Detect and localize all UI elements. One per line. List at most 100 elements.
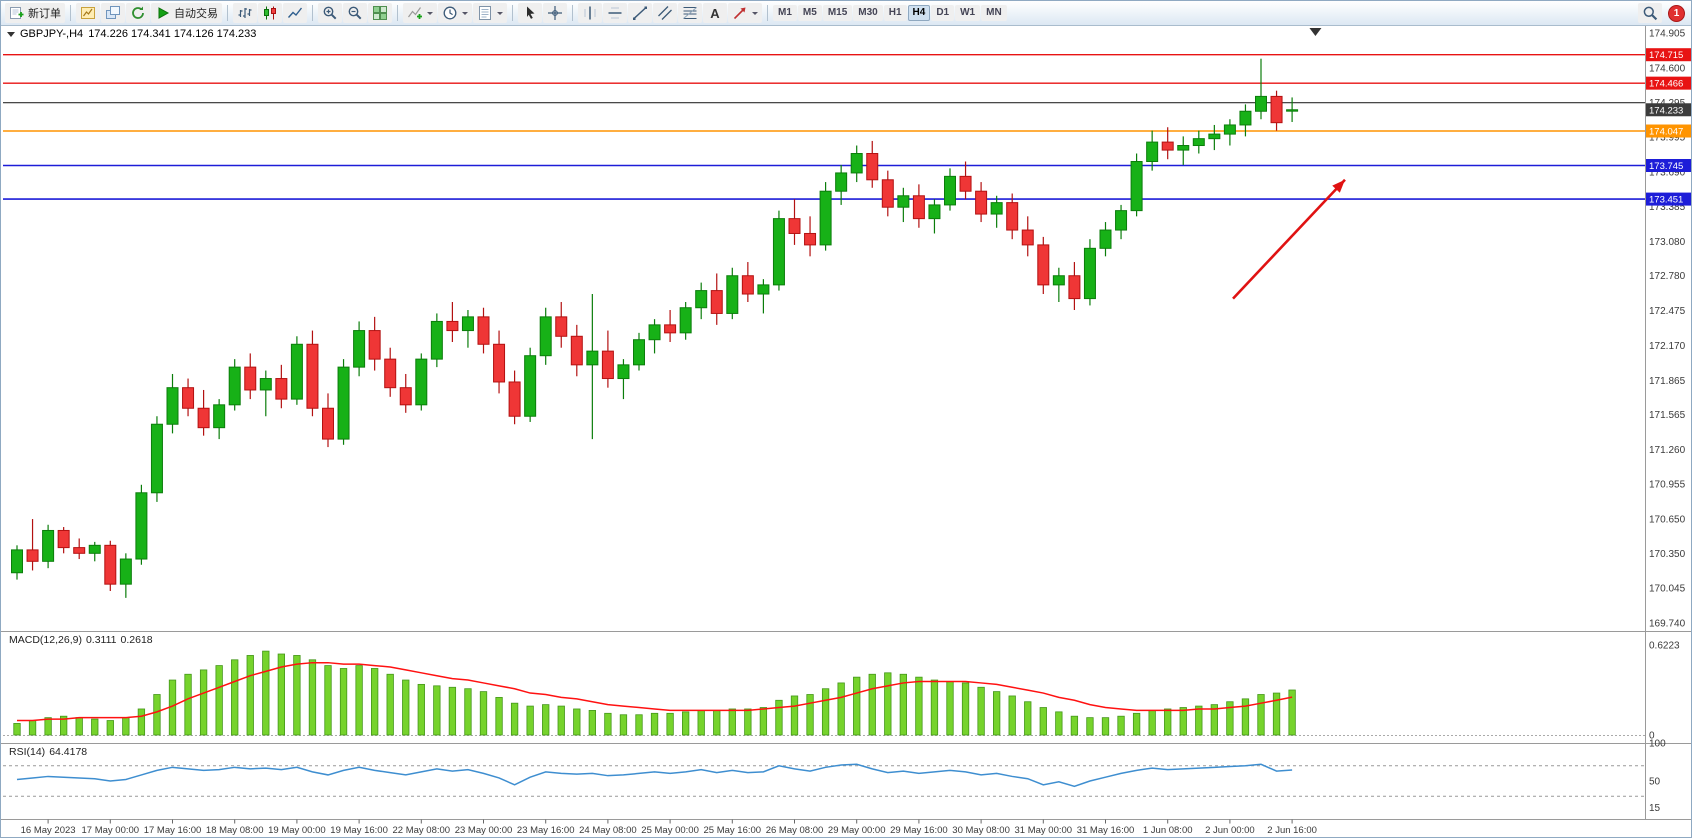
toolbar-separator — [767, 5, 768, 21]
price-axis-label: 173.080 — [1649, 237, 1686, 248]
crosshair-icon — [548, 6, 562, 20]
zoom-in-button[interactable] — [318, 3, 342, 23]
time-axis-label: 19 May 00:00 — [268, 825, 326, 836]
horizontal-line-button[interactable] — [603, 3, 627, 23]
candle — [135, 484, 148, 565]
new-order-button[interactable]: 新订单 — [5, 3, 65, 23]
time-axis-label: 25 May 16:00 — [704, 825, 762, 836]
time-axis[interactable]: 16 May 2023 17 May 00:00 17 May 16:00 18 Ma… — [21, 819, 1317, 837]
line-chart-button[interactable] — [283, 3, 307, 23]
timeframe-w1-button[interactable]: W1 — [955, 5, 981, 21]
candle — [975, 182, 988, 223]
candle — [322, 393, 334, 448]
price-axis-label: 169.740 — [1649, 619, 1686, 630]
equidistant-channel-button[interactable] — [653, 3, 677, 23]
candle — [166, 373, 179, 434]
level-price-tag-text: 174.466 — [1649, 79, 1683, 90]
candle — [275, 364, 288, 409]
crosshair-button[interactable] — [543, 3, 567, 23]
candle — [1255, 58, 1267, 120]
candle — [1223, 119, 1236, 146]
candle — [757, 279, 770, 314]
candlestick-chart-button[interactable] — [258, 3, 282, 23]
candle — [990, 195, 1003, 228]
horizontal-level-lines[interactable] — [3, 54, 1645, 200]
chart-collapse-icon[interactable] — [7, 31, 15, 37]
time-axis-label: 1 Jun 08:00 — [1143, 825, 1193, 836]
vertical-line-button[interactable] — [578, 3, 602, 23]
candle — [290, 336, 303, 405]
price-axis[interactable]: 174.905174.600174.295173.995173.690173.3… — [1649, 29, 1686, 630]
macd-panel: 0.6223 0 — [3, 641, 1680, 742]
text-button[interactable]: A — [703, 3, 727, 23]
templates-button[interactable] — [473, 3, 507, 23]
bar-chart-button[interactable] — [233, 3, 257, 23]
auto-trading-button[interactable]: 自动交易 — [151, 3, 222, 23]
timeframe-mn-button[interactable]: MN — [981, 5, 1007, 21]
candle — [508, 370, 521, 425]
timeframe-h1-button[interactable]: H1 — [883, 5, 907, 21]
candle — [1052, 267, 1065, 303]
candlestick-series — [11, 58, 1299, 598]
candle — [835, 164, 848, 205]
candle — [897, 187, 910, 223]
price-axis-label: 173.385 — [1649, 202, 1686, 213]
line-icon — [287, 7, 303, 18]
rsi-indicator-label: RSI(14) 64.4178 — [9, 746, 91, 758]
level-price-tag — [1646, 124, 1691, 138]
notification-badge[interactable]: 1 — [1668, 4, 1685, 22]
chart-shift-marker-icon[interactable] — [1309, 28, 1322, 36]
auto-trading-button-label: 自动交易 — [174, 8, 218, 20]
search-button[interactable] — [1638, 3, 1662, 23]
candle — [244, 353, 257, 400]
candle — [788, 199, 801, 245]
candle — [912, 184, 925, 228]
candle — [337, 359, 350, 445]
grid-icon — [373, 6, 387, 20]
timeframe-h4-button[interactable]: H4 — [907, 5, 931, 21]
template-icon — [479, 6, 491, 20]
candle — [1068, 262, 1081, 311]
candle — [772, 210, 785, 291]
time-axis-label: 22 May 08:00 — [393, 825, 451, 836]
toolbar-right-group: 1 — [1638, 3, 1687, 23]
price-axis-label: 171.865 — [1649, 376, 1686, 387]
candle — [555, 302, 568, 348]
timeframe-m1-button[interactable]: M1 — [773, 5, 797, 21]
indicators-button[interactable] — [403, 3, 437, 23]
candle — [524, 347, 537, 422]
trend-arrow-annotation[interactable] — [1232, 178, 1346, 300]
periods-button[interactable] — [438, 3, 472, 23]
timeframe-m15-button[interactable]: M15 — [822, 5, 853, 21]
refresh-button[interactable] — [126, 3, 150, 23]
cursor-button[interactable] — [518, 3, 542, 23]
arrows-button[interactable] — [728, 3, 762, 23]
timeframe-m5-button[interactable]: M5 — [797, 5, 822, 21]
zoom-out-button[interactable] — [343, 3, 367, 23]
chart-window-button[interactable] — [76, 3, 100, 23]
timeframe-d1-button[interactable]: D1 — [931, 5, 955, 21]
layers-icon — [106, 6, 120, 19]
time-axis-label: 2 Jun 16:00 — [1267, 825, 1317, 836]
fibonacci-button[interactable] — [678, 3, 702, 23]
trendline-button[interactable] — [628, 3, 652, 23]
candle — [430, 313, 443, 368]
price-axis-label: 171.565 — [1649, 410, 1686, 421]
candle — [57, 527, 70, 554]
panel-dividers[interactable] — [1, 631, 1692, 820]
candle — [1177, 136, 1190, 165]
profiles-button[interactable] — [101, 3, 125, 23]
candle — [1239, 104, 1252, 137]
candle — [42, 524, 55, 569]
candle — [664, 310, 677, 342]
timeframe-m30-button[interactable]: M30 — [853, 5, 883, 21]
candle — [570, 324, 583, 377]
current-price-tag-text: 174.233 — [1649, 105, 1683, 116]
time-axis-label: 23 May 00:00 — [455, 825, 513, 836]
tile-windows-button[interactable] — [368, 3, 392, 23]
candle — [415, 353, 428, 411]
chart-symbol-label: GBPJPY-,H4 — [20, 28, 84, 40]
level-price-tag-text: 173.745 — [1649, 161, 1683, 172]
macd-name: MACD(12,26,9) — [9, 634, 82, 646]
